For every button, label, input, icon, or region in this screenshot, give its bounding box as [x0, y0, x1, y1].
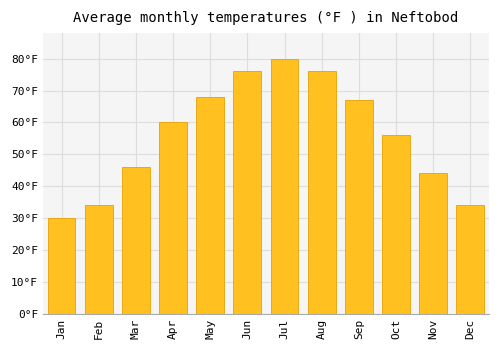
- Bar: [456, 205, 484, 314]
- Bar: [159, 122, 187, 314]
- Bar: [345, 100, 373, 314]
- Bar: [48, 218, 76, 314]
- Title: Average monthly temperatures (°F ) in Neftobod: Average monthly temperatures (°F ) in Ne…: [74, 11, 458, 25]
- Bar: [308, 71, 336, 314]
- Bar: [270, 59, 298, 314]
- Bar: [234, 71, 262, 314]
- Bar: [419, 174, 447, 314]
- Bar: [85, 205, 112, 314]
- Bar: [122, 167, 150, 314]
- Bar: [196, 97, 224, 314]
- Bar: [382, 135, 410, 314]
